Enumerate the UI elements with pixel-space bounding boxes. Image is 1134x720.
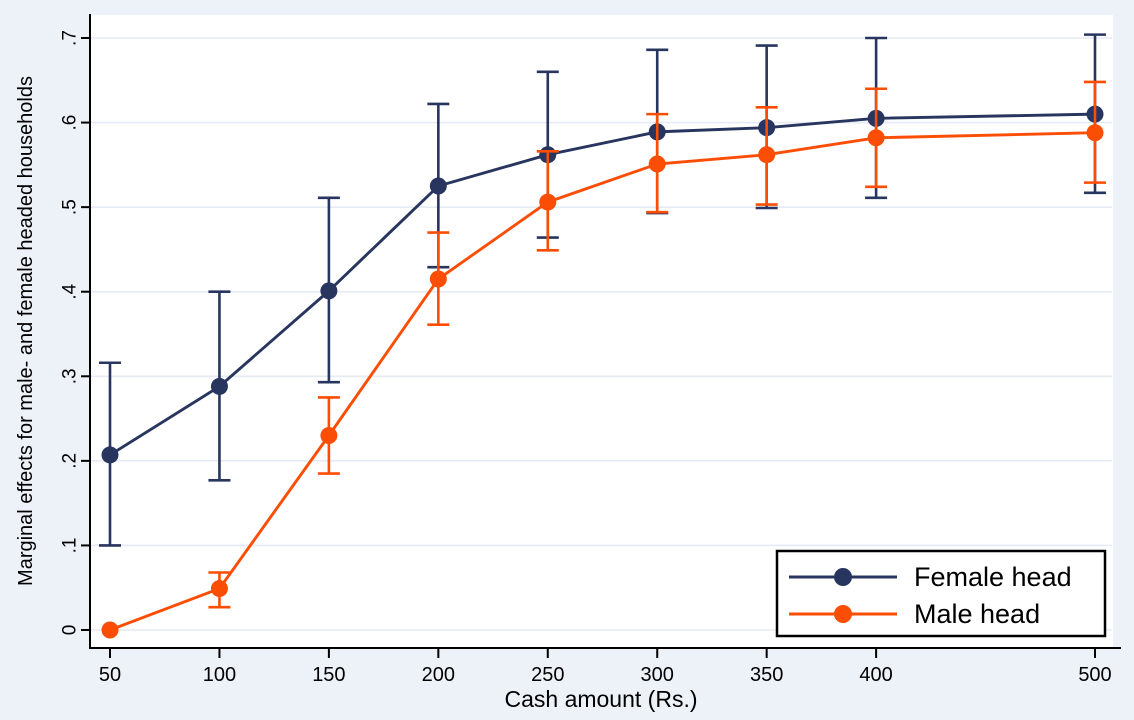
plot-background <box>90 15 1113 648</box>
legend: Female head Male head <box>775 549 1107 638</box>
data-point-male-head <box>758 146 776 164</box>
legend-label-female: Female head <box>914 562 1072 592</box>
data-point-male-head <box>101 621 119 639</box>
data-point-female-head <box>429 177 447 195</box>
data-point-male-head <box>539 193 557 211</box>
y-tick-label: .4 <box>60 283 81 299</box>
x-tick-label: 300 <box>641 664 674 686</box>
data-point-male-head <box>210 580 228 598</box>
data-point-male-head <box>867 129 885 147</box>
y-axis-title: Marginal effects for male- and female he… <box>15 76 37 586</box>
data-point-male-head <box>1086 124 1104 142</box>
x-tick-label: 500 <box>1078 664 1111 686</box>
y-tick-label: .7 <box>60 30 81 46</box>
data-point-female-head <box>101 446 119 464</box>
gridlines <box>91 37 1112 631</box>
y-tick-label: .6 <box>60 115 81 131</box>
legend-label-male: Male head <box>914 599 1040 629</box>
x-tick-label: 150 <box>312 664 345 686</box>
data-point-male-head <box>648 155 666 173</box>
x-axis-title: Cash amount (Rs.) <box>504 686 697 712</box>
series-group <box>99 33 1106 639</box>
legend-box <box>775 549 1107 638</box>
y-tick-label: .1 <box>60 537 81 553</box>
data-point-female-head <box>320 282 338 300</box>
x-tick-label: 400 <box>859 664 892 686</box>
data-point-female-head <box>210 377 228 395</box>
x-tick-label: 250 <box>531 664 564 686</box>
data-point-male-head <box>429 270 447 288</box>
data-point-male-head <box>320 426 338 444</box>
x-tick-label: 50 <box>99 664 121 686</box>
y-tick-label: .3 <box>60 368 81 384</box>
y-tick-label: .2 <box>60 453 81 469</box>
axes: 0 .1 .2 .3 .4 .5 .6 .7 50 100 150 200 250 300 350 400 50… <box>60 14 1121 686</box>
x-tick-label: 350 <box>750 664 783 686</box>
legend-marker-male-icon <box>834 605 852 623</box>
series-male-head <box>101 80 1106 639</box>
x-tick-label: 100 <box>203 664 236 686</box>
y-tick-label: .5 <box>60 199 81 215</box>
y-tick-label: 0 <box>60 625 81 636</box>
legend-marker-female-icon <box>834 568 852 586</box>
x-tick-label: 200 <box>422 664 455 686</box>
